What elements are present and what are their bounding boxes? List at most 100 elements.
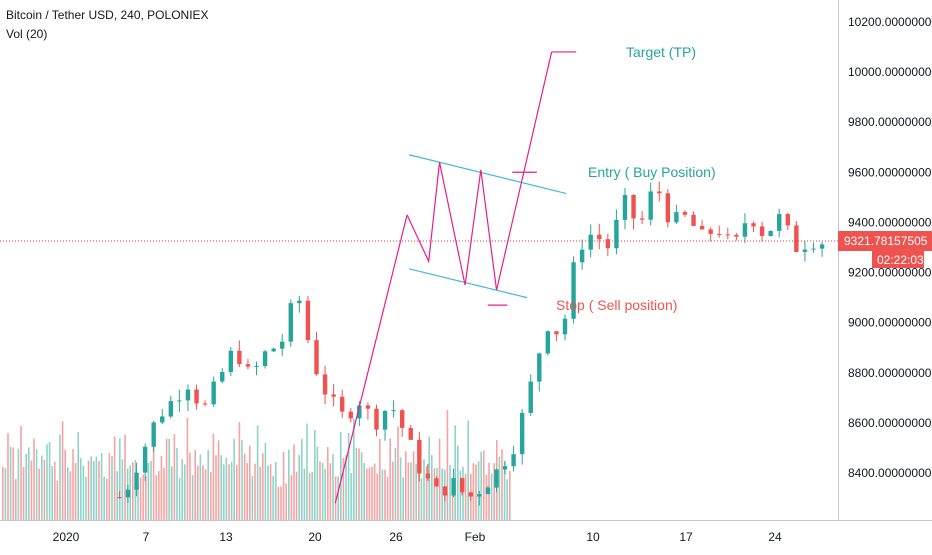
volume-bar <box>423 459 425 520</box>
volume-bar <box>150 460 152 520</box>
candle-body <box>459 478 465 493</box>
volume-bar <box>124 434 126 520</box>
volume-bar <box>132 462 134 520</box>
symbol-title: Bitcoin / Tether USD, 240, POLONIEX <box>6 8 209 22</box>
volume-bar <box>254 463 256 520</box>
volume-bar <box>204 469 207 520</box>
volume-bar <box>285 483 287 520</box>
candle-body <box>442 486 448 496</box>
candle-body <box>160 416 165 423</box>
volume-bar <box>61 421 64 520</box>
volume-bar <box>87 460 90 520</box>
volume-bar <box>43 459 46 520</box>
volume-bar <box>98 460 100 520</box>
volume-bar <box>379 438 381 520</box>
volume-bar <box>415 464 417 520</box>
volume-bar <box>321 463 324 520</box>
volume-bar <box>197 465 199 520</box>
volume-bar <box>449 464 451 520</box>
volume-bar <box>446 410 449 520</box>
candle-body <box>168 401 174 417</box>
volume-bar <box>243 453 246 520</box>
candle-body <box>768 230 773 236</box>
volume-bar <box>210 472 212 520</box>
volume-bar <box>25 453 27 520</box>
candle-body <box>562 318 568 335</box>
volume-bar <box>228 464 230 520</box>
candle-body <box>794 225 799 252</box>
volume-bar <box>441 468 443 520</box>
volume-bar <box>301 438 303 520</box>
candle-body <box>571 262 576 319</box>
volume-bar <box>178 477 181 520</box>
volume-bar <box>251 476 254 520</box>
candle-body <box>391 410 396 412</box>
volume-bar <box>35 449 38 520</box>
volume-bar <box>95 456 98 520</box>
volume-bar <box>269 463 272 520</box>
candle-body <box>734 234 739 237</box>
volume-bar <box>7 433 9 520</box>
volume-bar <box>459 470 462 520</box>
volume-bar <box>119 438 121 520</box>
volume-bar <box>220 455 222 520</box>
volume-bars <box>2 410 511 520</box>
trendline-pattern-impulse <box>334 214 408 504</box>
volume-bar <box>412 451 415 520</box>
volume-bar <box>246 462 248 520</box>
volume-bar <box>394 448 397 520</box>
volume-bar <box>410 462 412 520</box>
candle-body <box>399 410 405 428</box>
volume-bar <box>371 466 373 520</box>
price-tick-label: 9000.00000000 <box>848 316 932 330</box>
volume-bar <box>33 438 35 520</box>
volume-bar <box>165 438 168 520</box>
volume-bar <box>477 461 480 520</box>
volume-bar <box>347 432 350 520</box>
candle-body <box>742 223 748 237</box>
volume-bar <box>155 475 157 520</box>
volume-bar <box>282 451 285 520</box>
candle-body <box>511 454 516 467</box>
candle-body <box>777 214 782 231</box>
candle-body <box>665 193 671 223</box>
volume-bar <box>358 448 360 520</box>
volume-bar <box>431 454 433 520</box>
candle-body <box>502 466 508 470</box>
volume-bar <box>303 468 306 520</box>
candle-body <box>725 234 731 236</box>
volume-bar <box>475 464 477 520</box>
candle-body <box>605 239 611 249</box>
price-tick-label: 10200.00000000 <box>848 15 932 29</box>
trendline-pattern-w <box>406 51 553 291</box>
volume-bar <box>186 417 189 520</box>
candle-body <box>528 381 533 413</box>
candle-body <box>211 381 216 405</box>
volume-bar <box>306 423 308 520</box>
volume-bar <box>360 452 363 520</box>
volume-bar <box>337 476 339 520</box>
volume-bar <box>176 448 178 520</box>
candle-body <box>202 403 208 405</box>
volume-bar <box>184 464 186 520</box>
candle-body <box>519 412 525 455</box>
annotation-target[interactable]: Target (TP) <box>626 44 696 60</box>
volume-bar <box>376 473 378 520</box>
time-tick-label: 26 <box>389 530 403 544</box>
volume-bar <box>384 469 386 520</box>
volume-bar <box>451 477 454 520</box>
candle-body <box>494 469 499 488</box>
volume-bar <box>80 458 82 520</box>
annotation-stop[interactable]: Stop ( Sell position) <box>556 297 677 313</box>
volume-bar <box>59 434 61 520</box>
candle-body <box>802 249 808 252</box>
volume-bar <box>28 447 30 520</box>
trendline-channel-bottom <box>408 268 528 299</box>
volume-bar <box>381 469 384 520</box>
annotation-entry[interactable]: Entry ( Buy Position) <box>588 164 716 180</box>
time-tick-label: 20 <box>308 530 322 544</box>
candle-body <box>348 411 353 419</box>
time-tick-label: 2020 <box>53 530 80 544</box>
